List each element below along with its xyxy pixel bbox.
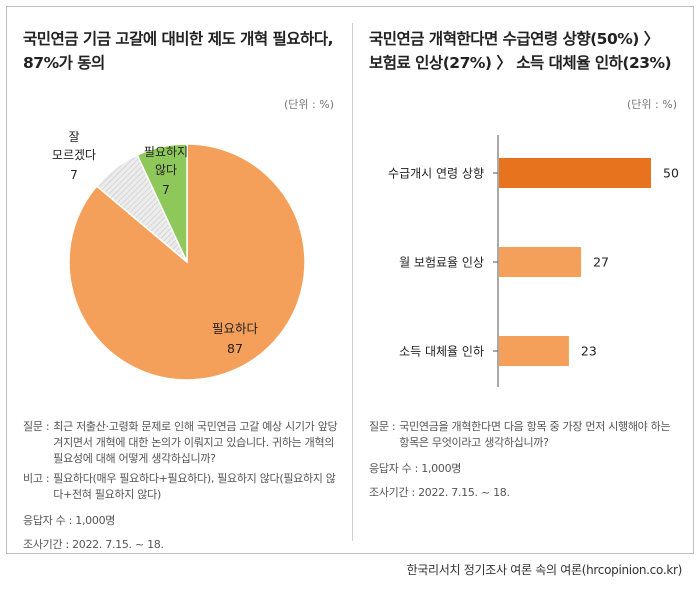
bar: [499, 158, 651, 188]
right-period: 조사기간 : 2022. 7.15. ~ 18.: [369, 486, 510, 499]
right-respondents: 응답자 수 : 1,000명: [369, 462, 462, 475]
right-notes: 질문 : 국민연금을 개혁한다면 다음 항목 중 가장 먼저 시행해야 하는 항…: [369, 419, 679, 509]
left-remark-text: 필요하다(매우 필요하다+필요하다), 필요하지 않다(필요하지 않다+전혀 필…: [53, 472, 336, 501]
bar-category-label: 소득 대체율 인하: [399, 345, 484, 359]
bar: [499, 247, 582, 277]
left-question-label: 질문 :: [23, 420, 50, 433]
source-credit: 한국리서치 정기조사 여론 속의 여론(hrcopinion.co.kr): [406, 563, 683, 577]
pie-label-needed: 필요하다: [212, 321, 259, 336]
right-title-line-1: 국민연금 개혁한다면 수급연령 상향(50%) 〉: [369, 30, 659, 48]
bar-value-label: 23: [581, 344, 597, 359]
right-question-label: 질문 :: [369, 420, 396, 433]
right-panel: 국민연금 개혁한다면 수급연령 상향(50%) 〉 보험료 인상(27%) 〉 …: [353, 7, 695, 553]
right-title-line-2: 보험료 인상(27%) 〉 소득 대체율 인하(23%): [369, 54, 672, 72]
right-unit-label: (단위 : %): [627, 98, 677, 111]
left-question: 질문 : 최근 저출산·고령화 문제로 인해 국민연금 고갈 예상 시기가 앞당…: [23, 419, 338, 467]
bar-chart: 수급개시 연령 상향 50 월 보험료율 인상 27 소득 대체율 인하 23: [388, 135, 679, 387]
left-remark-label: 비고 :: [23, 472, 50, 485]
left-period: 조사기간 : 2022. 7.15. ~ 18.: [23, 538, 164, 551]
left-title-line-1: 국민연금 기금 고갈에 대비한 제도 개혁 필요하다,: [23, 30, 333, 48]
bar-category-label: 월 보험료율 인상: [399, 256, 484, 270]
pie-slice-not-needed: [136, 143, 188, 263]
panel-divider: [352, 23, 353, 541]
pie-value-unsure: 7: [70, 168, 78, 182]
left-notes: 질문 : 최근 저출산·고령화 문제로 인해 국민연금 고갈 예상 시기가 앞당…: [23, 419, 338, 561]
bar-value-label: 27: [593, 255, 609, 270]
left-panel: 국민연금 기금 고갈에 대비한 제도 개혁 필요하다, 87%가 동의 (단위 …: [7, 7, 352, 553]
pie-value-needed: 87: [227, 341, 243, 356]
survey-graphic-frame: 국민연금 기금 고갈에 대비한 제도 개혁 필요하다, 87%가 동의 (단위 …: [6, 6, 694, 554]
right-chart-title: 국민연금 개혁한다면 수급연령 상향(50%) 〉 보험료 인상(27%) 〉 …: [369, 27, 689, 75]
left-remark: 비고 : 필요하다(매우 필요하다+필요하다), 필요하지 않다(필요하지 않다…: [23, 471, 338, 503]
left-question-text: 최근 저출산·고령화 문제로 인해 국민연금 고갈 예상 시기가 앞당겨지면서 …: [53, 420, 338, 465]
pie-label-unsure-line-2: 모르겠다: [52, 148, 96, 162]
bar: [499, 336, 569, 366]
bar-category-label: 수급개시 연령 상향: [388, 167, 484, 181]
pie-value-not-needed: 7: [162, 183, 170, 197]
left-unit-label: (단위 : %): [284, 98, 334, 111]
pie-label-not-needed-line-1: 필요하지: [144, 145, 188, 159]
left-chart-title: 국민연금 기금 고갈에 대비한 제도 개혁 필요하다, 87%가 동의: [23, 27, 343, 75]
right-question-text: 국민연금을 개혁한다면 다음 항목 중 가장 먼저 시행해야 하는 항목은 무엇…: [399, 420, 671, 449]
left-title-line-2: 87%가 동의: [23, 54, 105, 72]
pie-label-unsure-line-1: 잘: [68, 130, 79, 144]
right-question: 질문 : 국민연금을 개혁한다면 다음 항목 중 가장 먼저 시행해야 하는 항…: [369, 419, 679, 451]
pie-label-not-needed-line-2: 않다: [155, 163, 177, 177]
left-respondents: 응답자 수 : 1,000명: [23, 514, 116, 527]
bar-value-label: 50: [663, 166, 679, 181]
